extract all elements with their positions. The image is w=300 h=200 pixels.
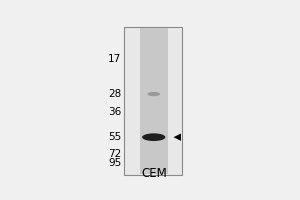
Text: 95: 95 — [108, 158, 121, 168]
Text: 17: 17 — [108, 54, 121, 64]
Bar — [140, 28, 168, 174]
Text: CEM: CEM — [141, 167, 167, 180]
Ellipse shape — [147, 92, 160, 96]
Text: 36: 36 — [108, 107, 121, 117]
Text: 72: 72 — [108, 149, 121, 159]
Text: 55: 55 — [108, 132, 121, 142]
Text: 28: 28 — [108, 89, 121, 99]
Polygon shape — [173, 133, 181, 141]
Ellipse shape — [142, 133, 165, 141]
Bar — [124, 27, 182, 175]
